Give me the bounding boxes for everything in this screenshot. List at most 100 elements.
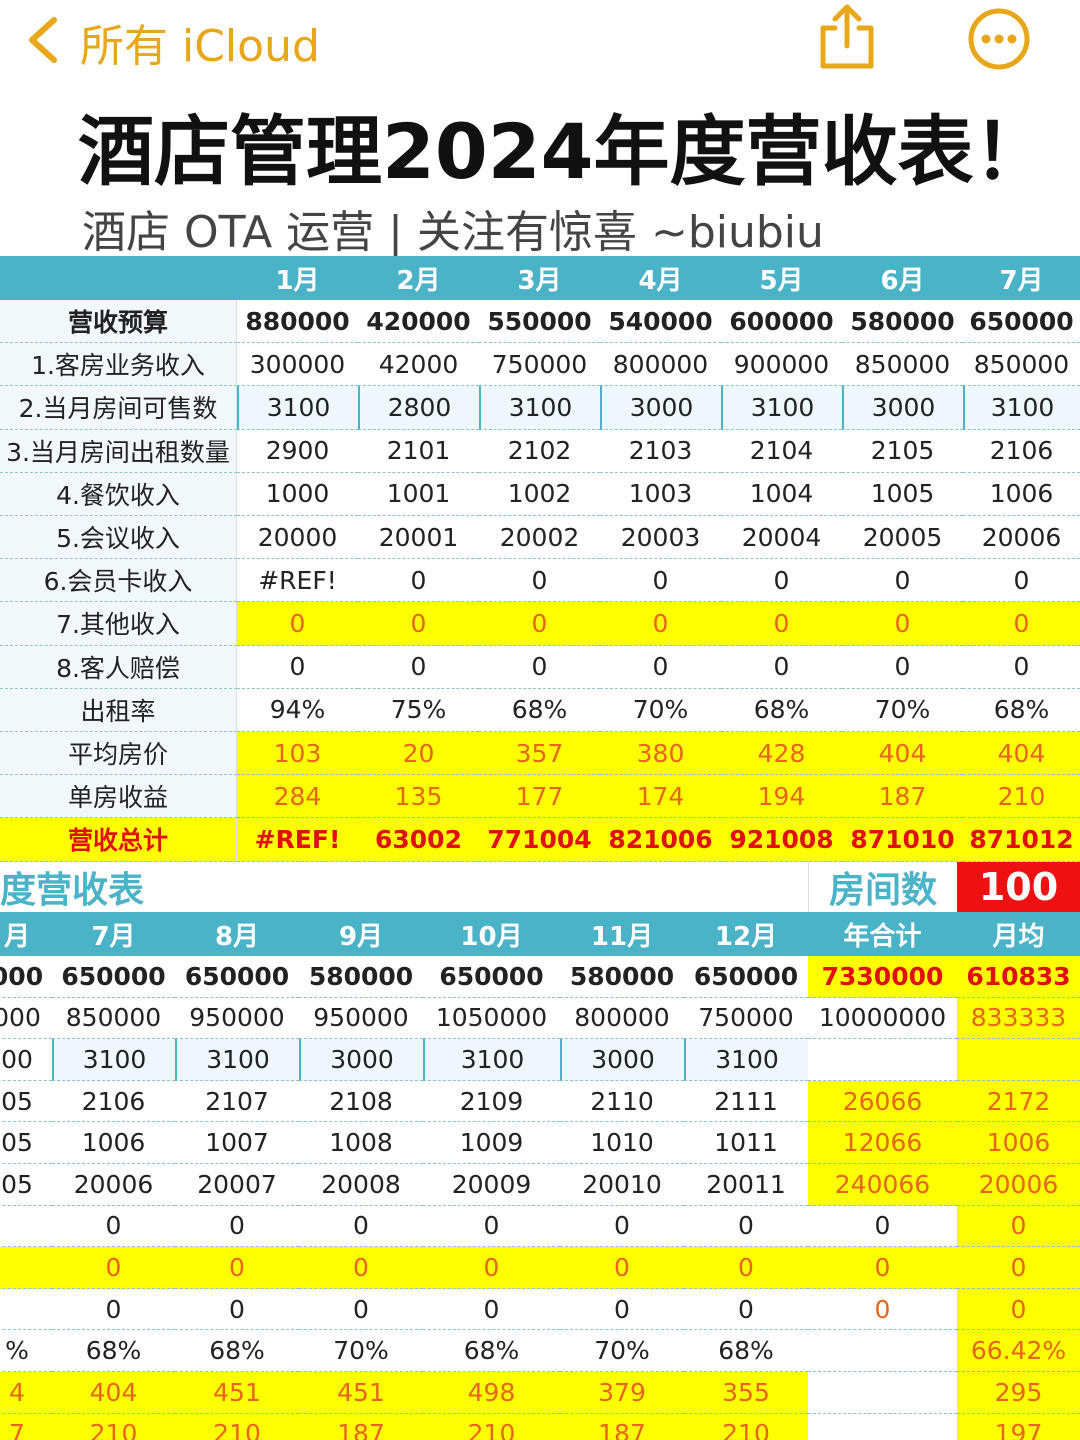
header-cell: 11月 <box>560 912 684 956</box>
value-cell: 1008 <box>299 1122 423 1164</box>
value-cell: 240066 <box>808 1164 957 1206</box>
header-cell: 7月 <box>963 256 1080 300</box>
value-cell <box>0 1247 52 1289</box>
value-cell: 3100 <box>237 386 358 430</box>
value-cell: 05 <box>0 1122 52 1164</box>
header-cell: 12月 <box>684 912 808 956</box>
value-cell: 42000 <box>358 343 479 387</box>
value-cell: 3100 <box>52 1039 175 1081</box>
header-cell: 年合计 <box>808 912 957 956</box>
value-cell: 20011 <box>684 1164 808 1206</box>
value-cell: 0 <box>684 1206 808 1248</box>
value-cell: 1009 <box>423 1122 560 1164</box>
value-cell: 771004 <box>479 818 600 862</box>
value-cell: 3000 <box>299 1039 423 1081</box>
value-cell: 871010 <box>842 818 963 862</box>
value-cell: 2106 <box>963 430 1080 473</box>
value-cell: 1005 <box>842 473 963 516</box>
value-cell: 20003 <box>600 516 721 560</box>
value-cell: 1007 <box>175 1122 299 1164</box>
value-cell: 428 <box>721 732 842 776</box>
value-cell: 0 <box>560 1206 684 1248</box>
value-cell: 20010 <box>560 1164 684 1206</box>
value-cell: 68% <box>423 1330 560 1372</box>
value-cell: 3100 <box>175 1039 299 1081</box>
more-icon[interactable] <box>966 6 1032 72</box>
value-cell: 0 <box>842 602 963 646</box>
value-cell: 05 <box>0 1164 52 1206</box>
value-cell <box>808 1414 957 1440</box>
header-cell: 7月 <box>52 912 175 956</box>
value-cell: 300000 <box>237 343 358 387</box>
value-cell: 2107 <box>175 1081 299 1123</box>
value-cell: 1004 <box>721 473 842 516</box>
value-cell: 20006 <box>52 1164 175 1206</box>
value-cell: 197 <box>957 1413 1080 1440</box>
value-cell: 2108 <box>299 1081 423 1123</box>
value-cell: 0 <box>560 1247 684 1289</box>
value-cell: 498 <box>423 1372 560 1414</box>
value-cell: 1050000 <box>423 998 560 1040</box>
value-cell: 174 <box>600 775 721 819</box>
value-cell: 1000 <box>237 473 358 516</box>
header-cell: 10月 <box>423 912 560 956</box>
value-cell: 0 <box>52 1206 175 1248</box>
value-cell: 800000 <box>600 343 721 387</box>
value-cell: 580000 <box>842 300 963 344</box>
back-label[interactable]: 所有 iCloud <box>80 21 320 72</box>
value-cell: 0 <box>175 1206 299 1248</box>
value-cell: 0 <box>358 602 479 646</box>
value-cell: 580000 <box>299 956 423 998</box>
value-cell: 20006 <box>963 516 1080 560</box>
subtitle: 酒店 OTA 运营 | 关注有惊喜 ~biubiu <box>82 207 824 258</box>
value-cell: 68% <box>721 689 842 732</box>
value-cell: 0 <box>358 559 479 603</box>
value-cell: 650000 <box>963 300 1080 344</box>
row-label: 2.当月房间可售数 <box>0 386 237 430</box>
value-cell: 000 <box>0 956 52 998</box>
value-cell: 70% <box>842 689 963 732</box>
value-cell: 821006 <box>600 818 721 862</box>
value-cell: #REF! <box>237 818 358 862</box>
value-cell: 2800 <box>358 386 479 430</box>
value-cell: 1003 <box>600 473 721 516</box>
value-cell: 950000 <box>299 998 423 1040</box>
value-cell: 0 <box>842 559 963 603</box>
share-icon[interactable] <box>815 2 879 72</box>
value-cell: 650000 <box>175 956 299 998</box>
value-cell: 0 <box>684 1247 808 1289</box>
value-cell: 950000 <box>175 998 299 1040</box>
value-cell: 187 <box>299 1413 423 1440</box>
value-cell: 210 <box>423 1413 560 1440</box>
value-cell: 20000 <box>237 516 358 560</box>
value-cell: 540000 <box>600 300 721 344</box>
back-icon[interactable] <box>18 14 68 66</box>
value-cell: 0 <box>175 1247 299 1289</box>
header-cell <box>0 256 237 300</box>
header-cell: 8月 <box>175 912 299 956</box>
value-cell: 0 <box>299 1247 423 1289</box>
row-label: 5.会议收入 <box>0 516 237 560</box>
value-cell: 20008 <box>299 1164 423 1206</box>
value-cell: 0 <box>479 646 600 689</box>
value-cell: 1006 <box>52 1122 175 1164</box>
value-cell: 380 <box>600 732 721 776</box>
value-cell: 20006 <box>957 1164 1080 1206</box>
value-cell: 0 <box>963 559 1080 603</box>
value-cell <box>957 1039 1080 1081</box>
value-cell: 177 <box>479 775 600 819</box>
value-cell: 580000 <box>560 956 684 998</box>
value-cell: 2109 <box>423 1081 560 1123</box>
header-cell: 5月 <box>721 256 842 300</box>
value-cell <box>808 1372 957 1414</box>
value-cell: 0 <box>358 646 479 689</box>
value-cell: 379 <box>560 1372 684 1414</box>
value-cell: 135 <box>358 775 479 819</box>
value-cell: 0 <box>684 1289 808 1331</box>
value-cell: 750000 <box>684 998 808 1040</box>
value-cell: 7330000 <box>808 956 957 998</box>
value-cell: 20007 <box>175 1164 299 1206</box>
value-cell: 2111 <box>684 1081 808 1123</box>
value-cell: 0 <box>237 602 358 646</box>
value-cell: 451 <box>299 1372 423 1414</box>
